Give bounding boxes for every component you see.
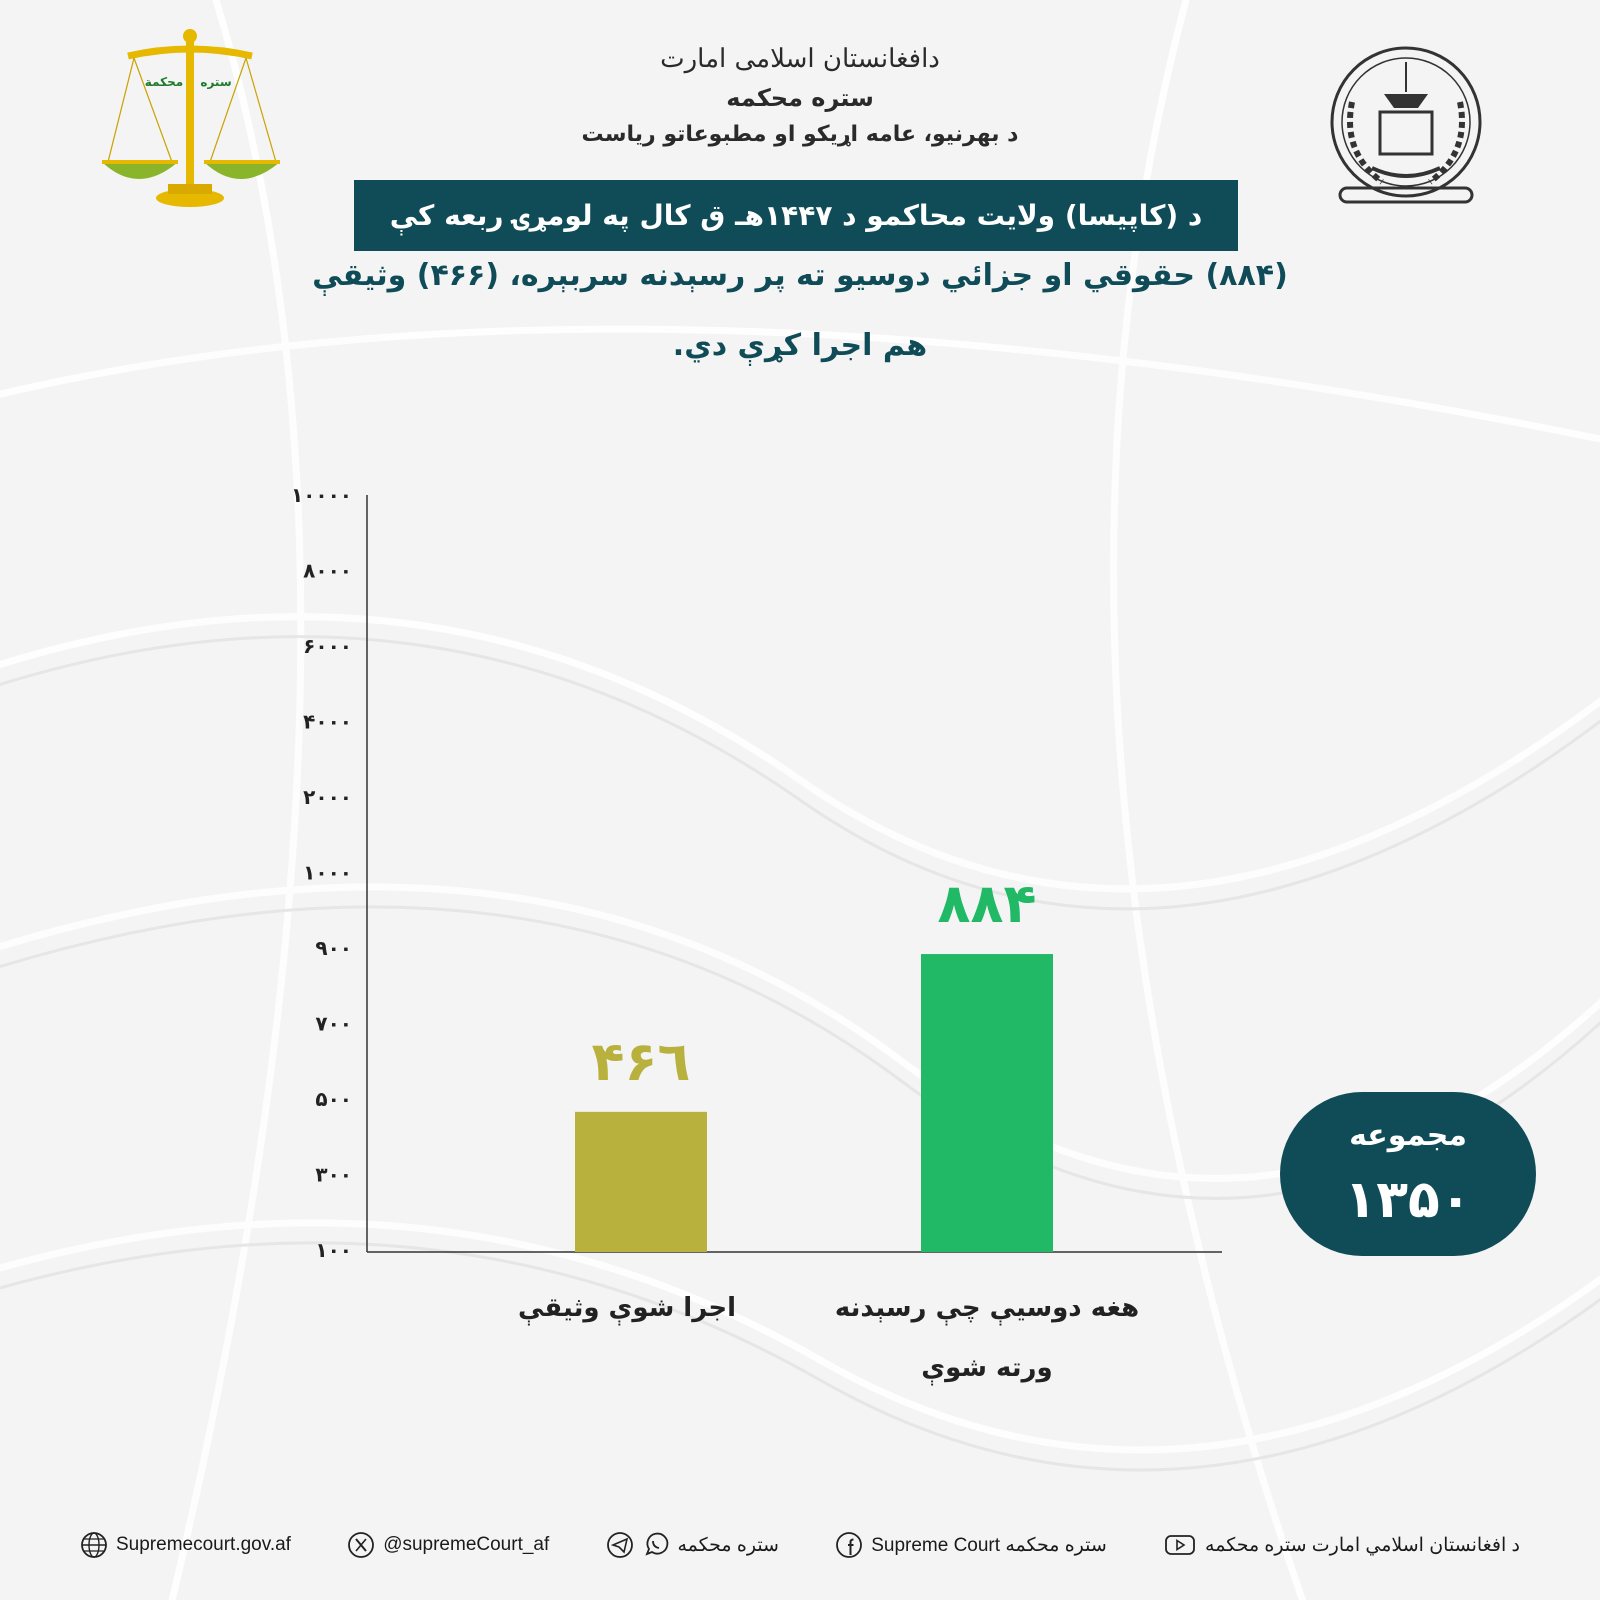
footer-website[interactable]: Supremecourt.gov.af [80, 1531, 291, 1559]
whatsapp-icon [644, 1532, 668, 1556]
subtitle-line-2: هم اجرا کړې دي. [672, 328, 928, 363]
footer-x[interactable]: @supremeCourt_af [347, 1531, 549, 1559]
emirate-emblem [1330, 46, 1482, 204]
y-tick-label: ۶۰۰۰ [303, 634, 352, 658]
telegram-whatsapp-text: ستره محکمه [677, 1534, 779, 1556]
title-banner-text: د (کاپیسا) ولایت محاکمو د ۱۴۴۷هـ ق کال پ… [389, 199, 1203, 232]
total-label: مجموعه [1349, 1118, 1467, 1153]
x-icon [348, 1532, 375, 1558]
category-label: هغه دوسيې چې رسېدنه ورته شوې [835, 1293, 1139, 1386]
y-tick-label: ۸۰۰۰ [303, 559, 352, 583]
court-name: ستره محکمه [726, 84, 874, 112]
y-tick-label: ۱۰۰۰۰ [291, 483, 352, 507]
bar-value-label: ۴۶٦ [592, 1030, 691, 1093]
y-tick-label: ۴۰۰۰ [303, 710, 352, 734]
bar [575, 1111, 707, 1252]
youtube-icon [1165, 1535, 1195, 1555]
footer-facebook[interactable]: ستره محکمه Supreme Court [835, 1531, 1107, 1559]
telegram-icon [606, 1532, 633, 1558]
bar-value-label: ۸۸۴ [938, 872, 1037, 935]
facebook-icon [836, 1532, 863, 1558]
scale-pan-right-label: ستره [200, 75, 231, 89]
y-tick-label: ۵۰۰ [315, 1087, 352, 1111]
department-name: د بهرنيو، عامه اړيکو او مطبوعاتو رياست [581, 122, 1019, 147]
y-tick-label: ۷۰۰ [315, 1012, 352, 1036]
footer-youtube[interactable]: د افغانستان اسلامي امارت ستره محکمه [1163, 1531, 1520, 1559]
facebook-text: ستره محکمه Supreme Court [871, 1534, 1107, 1556]
scale-pan-left-label: محكمة [145, 75, 183, 89]
globe-icon [81, 1532, 107, 1558]
total-badge: مجموعه ۱۳۵۰ [1280, 1092, 1536, 1256]
scales-of-justice-logo: محكمة ستره [102, 29, 280, 207]
y-tick-label: ۳۰۰ [315, 1163, 352, 1187]
bar [921, 954, 1053, 1252]
footer-social-bar: Supremecourt.gov.af @supremeCourt_af ستر… [80, 1525, 1520, 1565]
y-tick-label: ۹۰۰ [315, 936, 352, 960]
emirate-name-calligraphy: دافغانستان اسلامی امارت [660, 44, 940, 74]
y-tick-label: ۲۰۰۰ [303, 785, 352, 809]
y-tick-label: ۱۰۰ [315, 1238, 352, 1262]
website-text: Supremecourt.gov.af [116, 1534, 291, 1555]
category-label: اجرا شوې وثیقې [518, 1293, 736, 1326]
y-tick-label: ۱۰۰۰ [303, 861, 352, 885]
subtitle-line-1: (۸۸۴) حقوقي او جزائي دوسیو ته پر رسېدنه … [312, 258, 1288, 293]
footer-telegram-whatsapp[interactable]: ستره محکمه [606, 1531, 779, 1559]
youtube-text: د افغانستان اسلامي امارت ستره محکمه [1205, 1534, 1520, 1556]
x-handle-text: @supremeCourt_af [383, 1534, 550, 1555]
title-banner: د (کاپیسا) ولایت محاکمو د ۱۴۴۷هـ ق کال پ… [354, 180, 1238, 251]
total-value: ۱۳۵۰ [1344, 1170, 1472, 1230]
